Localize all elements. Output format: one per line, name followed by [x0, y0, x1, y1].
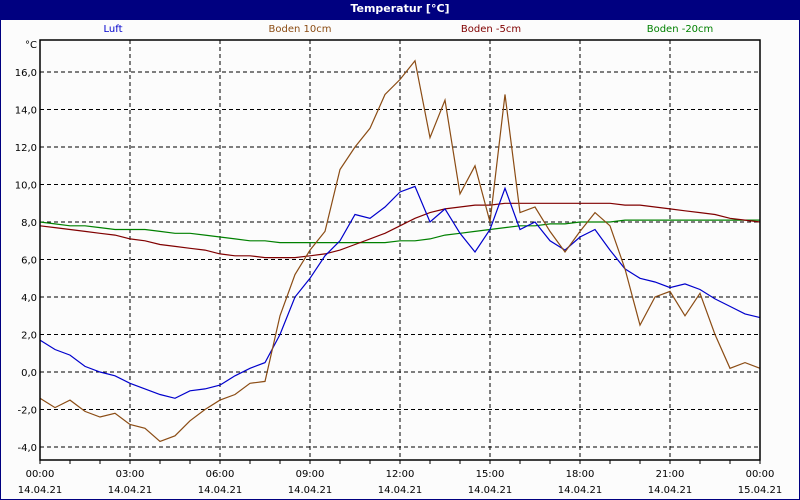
x-tick-date: 14.04.21 [108, 485, 153, 496]
x-tick-time: 00:00 [26, 469, 55, 480]
x-tick-date: 14.04.21 [288, 485, 333, 496]
x-tick-date: 14.04.21 [378, 485, 423, 496]
y-tick-label: 10,0 [15, 181, 37, 192]
y-tick-label: 6,0 [21, 256, 37, 267]
y-axis-unit: °C [25, 40, 37, 51]
y-tick-label: 16,0 [15, 68, 37, 79]
y-tick-label: 2,0 [21, 331, 37, 342]
y-tick-label: 4,0 [21, 293, 37, 304]
window-title: Temperatur [°C] [0, 0, 800, 20]
x-tick-date: 14.04.21 [648, 485, 693, 496]
series-boden--20cm [39, 219, 760, 244]
x-tick-date: 15.04.21 [738, 485, 783, 496]
x-tick-time: 21:00 [656, 469, 685, 480]
legend-item: Boden -5cm [460, 24, 522, 35]
series-boden--5cm [39, 202, 761, 259]
x-tick-time: 03:00 [116, 469, 145, 480]
series-boden-10cm [39, 59, 761, 443]
series-luft [39, 185, 761, 399]
x-tick-time: 06:00 [206, 469, 235, 480]
x-tick-date: 14.04.21 [198, 485, 243, 496]
legend-item: Boden -20cm [646, 24, 714, 35]
legend-item: Boden 10cm [268, 24, 332, 35]
x-tick-date: 14.04.21 [558, 485, 603, 496]
x-tick-time: 18:00 [566, 469, 595, 480]
x-tick-time: 15:00 [476, 469, 505, 480]
x-tick-time: 12:00 [386, 469, 415, 480]
y-tick-label: -2,0 [17, 406, 37, 417]
legend-item: Luft [103, 24, 123, 35]
y-tick-label: 14,0 [15, 106, 37, 117]
x-tick-date: 14.04.21 [18, 485, 63, 496]
y-tick-label: 8,0 [21, 218, 37, 229]
y-tick-label: 12,0 [15, 143, 37, 154]
x-tick-time: 09:00 [296, 469, 325, 480]
y-tick-label: -4,0 [17, 443, 37, 454]
plot-area [39, 39, 761, 461]
x-tick-time: 00:00 [746, 469, 775, 480]
x-tick-date: 14.04.21 [468, 485, 513, 496]
y-tick-label: 0,0 [21, 368, 37, 379]
